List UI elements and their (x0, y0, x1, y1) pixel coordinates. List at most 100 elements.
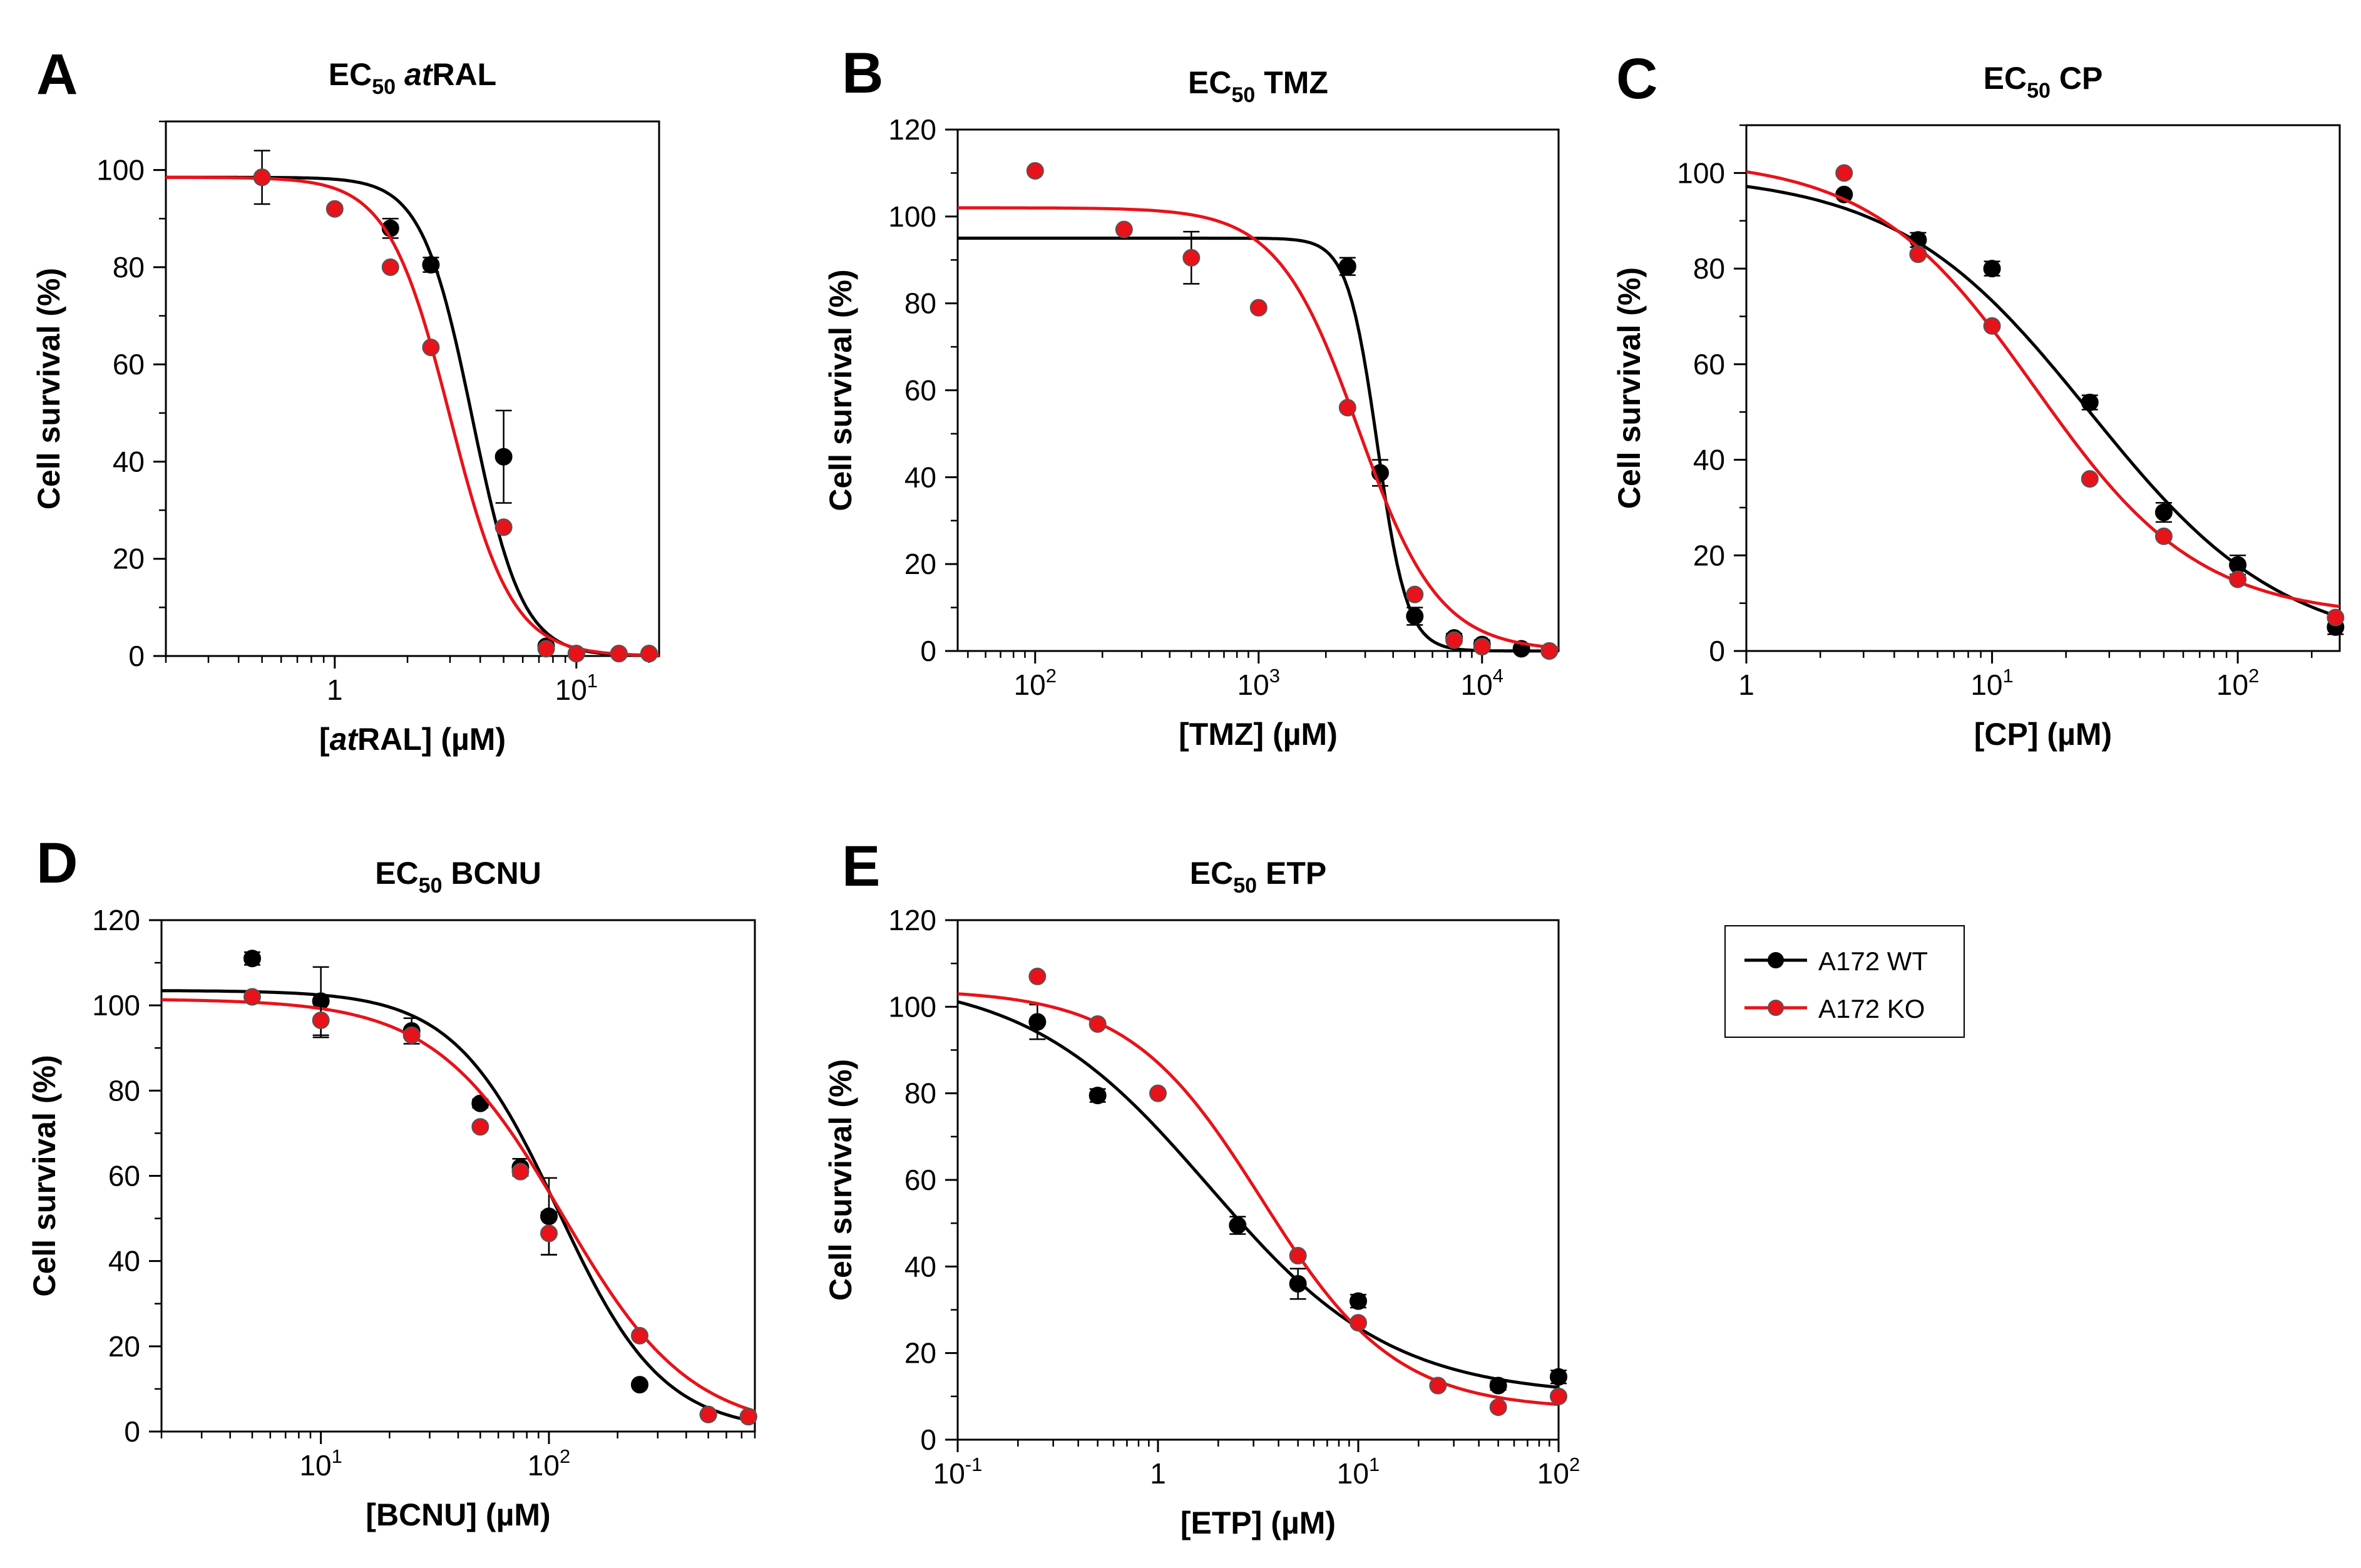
x-tick-exponent: 2 (560, 1445, 570, 1467)
data-point (312, 1011, 330, 1029)
data-point (540, 1224, 558, 1243)
data-point (1028, 967, 1047, 985)
x-tick-base: 10 (933, 1457, 965, 1490)
data-point (1540, 642, 1559, 660)
y-tick-label: 0 (124, 1415, 140, 1448)
legend-entry-ko: A172 KO (1744, 994, 1957, 1023)
x-tick-base: 10 (2216, 669, 2248, 701)
x-tick-base: 10 (1014, 669, 1046, 701)
title-drug-italic: at (404, 57, 434, 92)
title-subscript: 50 (419, 874, 443, 898)
series-ko (1746, 164, 2345, 627)
data-point (511, 1162, 530, 1181)
data-point (1406, 585, 1424, 603)
x-tick-label: 101 (299, 1445, 342, 1482)
series-ko (166, 150, 660, 663)
x-tick-label: 102 (528, 1445, 570, 1482)
series-wt (957, 1000, 1567, 1395)
data-point (1445, 631, 1463, 649)
chart-title: EC50 ETP (1190, 856, 1326, 898)
data-point (1473, 638, 1491, 656)
data-point (2327, 608, 2345, 627)
data-point (1149, 1084, 1167, 1102)
y-tick-label: 40 (904, 461, 936, 493)
data-point (381, 258, 399, 276)
y-tick-label: 80 (904, 1077, 936, 1110)
plot-frame (165, 120, 660, 657)
legend-marker-wt (1744, 952, 1807, 968)
x-tick-label: 101 (1337, 1453, 1380, 1490)
data-point (610, 645, 628, 663)
panel-letter: C (1616, 47, 1657, 111)
chart-title: EC50 CP (1984, 61, 2103, 103)
data-point (2154, 527, 2173, 545)
title-subscript: 50 (1232, 83, 1256, 107)
x-tick-exponent: 1 (1369, 1453, 1380, 1475)
title-text: RAL (432, 57, 496, 92)
data-point (2081, 470, 2099, 488)
panel-letter: B (842, 41, 883, 105)
data-point (1249, 299, 1268, 317)
data-point (1028, 1013, 1047, 1031)
x-tick-exponent: 2 (1046, 665, 1057, 687)
data-point (471, 1118, 489, 1136)
x-tick-base: 10 (1461, 669, 1493, 701)
data-point (1550, 1368, 1567, 1386)
data-point (699, 1405, 717, 1423)
fit-curve (161, 998, 755, 1413)
y-axis-label: Cell survival (%) (1612, 267, 1647, 509)
panel-letter: A (36, 43, 78, 106)
data-point (422, 256, 440, 274)
fit-curve (166, 175, 660, 658)
legend-marker-ko (1744, 1000, 1807, 1016)
x-tick-base: 1 (1738, 669, 1754, 701)
x-tick-base: 10 (528, 1449, 560, 1482)
data-point (1350, 1292, 1367, 1310)
data-point (1229, 1216, 1247, 1234)
data-point (422, 339, 440, 357)
y-tick-label: 100 (1677, 156, 1725, 189)
title-text (396, 57, 404, 92)
x-tick-exponent: 1 (2003, 665, 2014, 687)
y-tick-label: 100 (92, 989, 140, 1022)
y-axis-label: Cell survival (%) (823, 1059, 858, 1301)
y-tick-label: 20 (113, 543, 145, 575)
data-point (537, 640, 555, 658)
y-tick-label: 0 (128, 640, 145, 672)
data-point (1289, 1275, 1307, 1293)
x-tick-exponent: 2 (2248, 665, 2259, 687)
y-tick-label: 120 (888, 904, 936, 936)
data-point (1550, 1387, 1567, 1405)
y-tick-label: 60 (113, 348, 145, 381)
data-point (2081, 393, 2099, 411)
data-point (630, 1376, 648, 1394)
x-tick-base: 10 (299, 1449, 331, 1482)
chart-title: EC50 BCNU (375, 856, 541, 898)
y-tick-label: 100 (96, 154, 145, 187)
data-point (325, 200, 344, 218)
x-tick-base: 1 (327, 674, 343, 706)
y-tick-label: 80 (904, 287, 936, 320)
series-ko (958, 161, 1559, 660)
fit-curve (957, 992, 1559, 1407)
title-text: EC (1984, 61, 2027, 96)
x-tick-exponent: -1 (965, 1453, 983, 1475)
x-tick-label: 101 (555, 670, 598, 706)
x-tick-base: 10 (1970, 669, 2002, 701)
y-tick-label: 40 (904, 1250, 936, 1283)
x-tick-label: 102 (2216, 665, 2259, 701)
data-point (243, 950, 261, 968)
x-axis-label-text: [CP] (µM) (1974, 717, 2112, 752)
title-text: EC (375, 856, 418, 891)
x-tick-label: 103 (1237, 665, 1280, 701)
x-tick-label: 10-1 (933, 1453, 983, 1490)
y-axis-label: Cell survival (%) (31, 268, 66, 510)
legend-label-ko: A172 KO (1818, 994, 1925, 1023)
series-ko (957, 967, 1567, 1417)
fit-curve (166, 175, 660, 657)
title-text: EC (1190, 856, 1233, 891)
x-tick-label: 102 (1537, 1453, 1580, 1490)
data-point (1983, 317, 2001, 335)
